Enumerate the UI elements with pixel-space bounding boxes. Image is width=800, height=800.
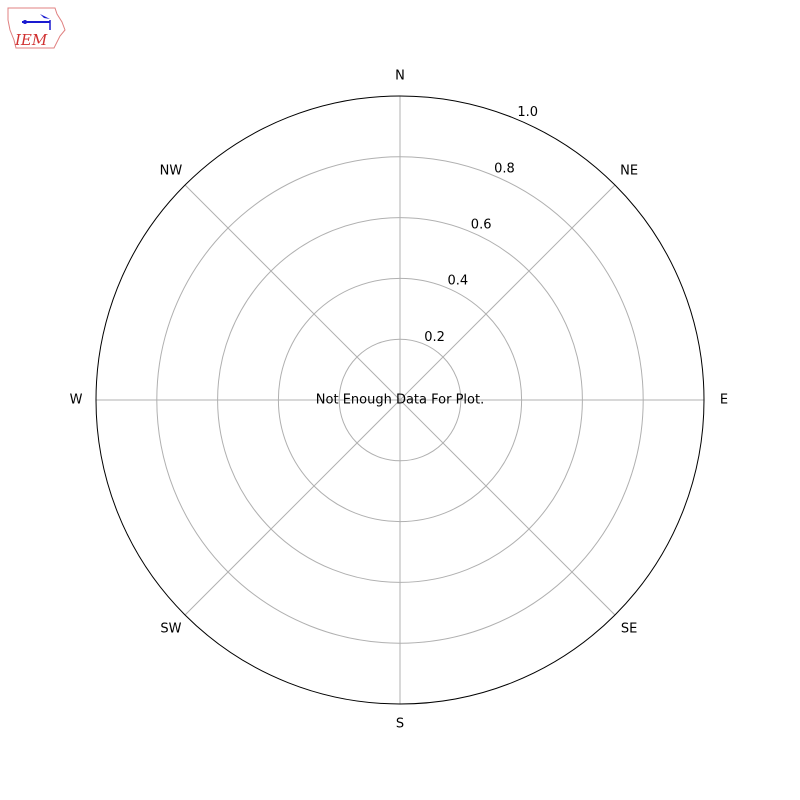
polar-frame: [95, 95, 705, 705]
angular-gridline: [184, 399, 401, 616]
logo-text: IEM: [14, 31, 48, 49]
radial-tick-label: 0.2: [424, 330, 445, 345]
radial-tick-label: 0.4: [448, 274, 469, 289]
radial-tick-label: 0.6: [471, 217, 492, 232]
radial-tick-label: 0.8: [494, 161, 515, 176]
angular-gridline: [399, 399, 616, 616]
direction-label: S: [396, 717, 404, 732]
direction-label: SW: [160, 622, 181, 637]
direction-label: SE: [621, 622, 637, 637]
no-data-annotation: Not Enough Data For Plot.: [316, 393, 484, 408]
angular-gridline: [399, 184, 616, 401]
radial-tick-label: 1.0: [517, 105, 538, 120]
direction-label: N: [395, 69, 405, 84]
direction-label: E: [720, 393, 728, 408]
direction-label: W: [70, 393, 83, 408]
direction-label: NE: [620, 163, 638, 178]
direction-label: NW: [160, 163, 183, 178]
angular-gridline: [184, 184, 401, 401]
iem-logo: IEM: [7, 7, 66, 49]
